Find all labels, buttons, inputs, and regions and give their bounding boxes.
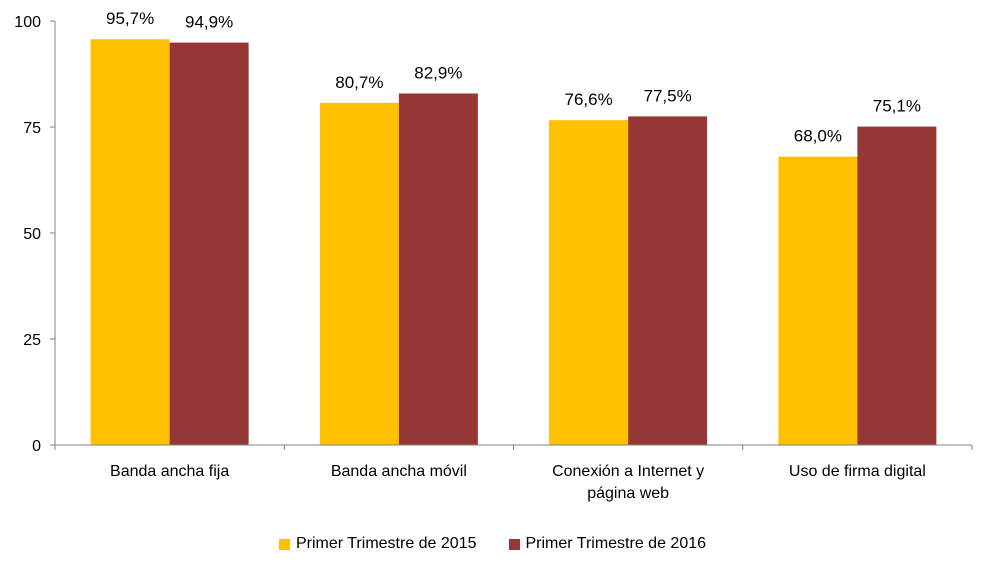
data-label: 75,1% xyxy=(873,97,921,116)
data-label: 68,0% xyxy=(794,127,842,146)
data-label: 95,7% xyxy=(106,9,154,28)
legend-swatch-2015 xyxy=(278,538,290,550)
bar-2016-3 xyxy=(857,126,937,446)
y-tick-label: 75 xyxy=(23,120,41,137)
data-label: 77,5% xyxy=(644,86,692,105)
axes-group: 0 25 50 75 100 Banda ancha fija Banda ancha mó… xyxy=(14,14,973,502)
data-label: 80,7% xyxy=(335,73,383,92)
legend-item-2015: Primer Trimestre de 2015 xyxy=(278,535,477,553)
bar-2016-2 xyxy=(628,116,708,446)
x-category-label: Conexión a Internet y xyxy=(552,463,704,480)
x-category-label: página web xyxy=(587,485,669,502)
bar-2015-0 xyxy=(90,39,170,446)
data-label: 76,6% xyxy=(565,90,613,109)
bar-chart: 95,7% 80,7% 76,6% 68,0% 94,9% 82,9% 77,5% 75,1%… xyxy=(14,9,973,502)
legend-swatch-2016 xyxy=(508,538,520,550)
y-tick-label: 0 xyxy=(32,438,41,455)
bar-2016-0 xyxy=(169,42,249,446)
y-tick-label: 100 xyxy=(14,14,41,31)
bar-2015-1 xyxy=(319,102,399,445)
x-category-label: Uso de firma digital xyxy=(789,463,926,480)
legend-label-2015: Primer Trimestre de 2015 xyxy=(295,535,477,552)
data-label: 94,9% xyxy=(185,13,233,32)
data-label: 82,9% xyxy=(414,64,462,83)
bars-group xyxy=(90,39,937,446)
bar-2016-1 xyxy=(398,93,478,445)
y-tick-label: 50 xyxy=(23,226,41,243)
bar-2015-2 xyxy=(549,120,629,445)
legend: Primer Trimestre de 2015 Primer Trimestr… xyxy=(0,535,985,553)
x-category-label: Banda ancha fija xyxy=(110,463,229,480)
legend-label-2016: Primer Trimestre de 2016 xyxy=(525,535,707,552)
bar-2015-3 xyxy=(778,156,858,445)
x-category-label: Banda ancha móvil xyxy=(331,463,467,480)
y-tick-label: 25 xyxy=(23,332,41,349)
legend-item-2016: Primer Trimestre de 2016 xyxy=(508,535,707,553)
data-labels-group: 95,7% 80,7% 76,6% 68,0% 94,9% 82,9% 77,5% 75,1% xyxy=(106,9,921,145)
